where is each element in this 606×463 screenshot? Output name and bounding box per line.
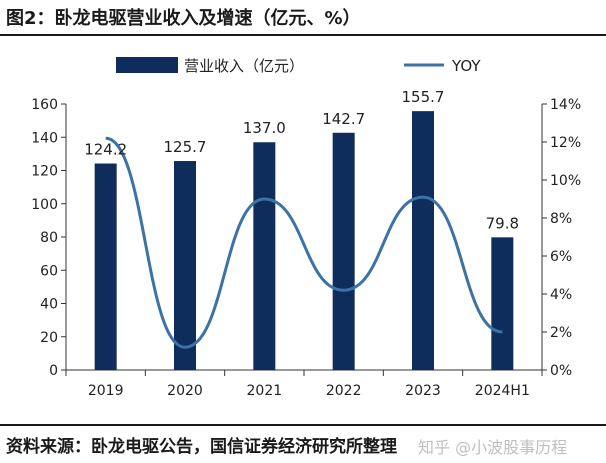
watermark: 知乎 @小波股事历程 bbox=[418, 438, 568, 457]
x-tick-label: 2023 bbox=[405, 383, 441, 399]
bar bbox=[253, 142, 276, 370]
bar-value-label: 155.7 bbox=[402, 88, 445, 106]
legend-bar-label: 营业收入（亿元） bbox=[184, 57, 304, 75]
legend-line-label: YOY bbox=[451, 57, 481, 75]
bar bbox=[94, 163, 117, 370]
left-tick-label: 40 bbox=[40, 297, 58, 313]
yoy-line-group bbox=[105, 136, 503, 349]
left-tick-label: 100 bbox=[31, 197, 58, 213]
x-tick-label: 2019 bbox=[88, 383, 124, 399]
x-tick-label: 2020 bbox=[167, 383, 203, 399]
left-tick-label: 80 bbox=[40, 230, 58, 246]
bar-value-label: 142.7 bbox=[322, 110, 365, 128]
top-rule bbox=[0, 34, 606, 36]
x-tick-label: 2024H1 bbox=[475, 383, 530, 399]
left-tick-label: 60 bbox=[40, 263, 58, 279]
legend: 营业收入（亿元） YOY bbox=[116, 57, 481, 75]
left-tick-label: 160 bbox=[31, 97, 58, 113]
right-tick-label: 0% bbox=[550, 363, 572, 379]
figure-title: 图2：卧龙电驱营业收入及增速（亿元、%） bbox=[6, 8, 361, 29]
x-tick-label: 2021 bbox=[247, 383, 283, 399]
left-tick-label: 120 bbox=[31, 164, 58, 180]
left-tick-label: 0 bbox=[49, 363, 58, 379]
bar-value-label: 125.7 bbox=[164, 138, 207, 156]
right-tick-label: 8% bbox=[550, 211, 572, 227]
right-tick-label: 6% bbox=[550, 249, 572, 265]
bar-value-label: 124.2 bbox=[84, 141, 127, 159]
bar-value-labels: 124.2 125.7 137.0 142.7 155.7 79.8 bbox=[84, 88, 519, 232]
left-tick-label: 140 bbox=[31, 130, 58, 146]
right-tick-label: 10% bbox=[550, 173, 581, 189]
bars bbox=[94, 111, 514, 371]
bar bbox=[332, 132, 355, 370]
bar-value-label: 79.8 bbox=[486, 214, 519, 232]
x-tick-label: 2022 bbox=[326, 383, 362, 399]
left-tick-label: 20 bbox=[40, 330, 58, 346]
yoy-line bbox=[105, 136, 503, 349]
axes: 0 20 40 60 80 100 120 140 160 0% 2% 4% 6% 8% 10% 12% 14%… bbox=[31, 97, 581, 399]
legend-bar-swatch bbox=[116, 57, 178, 73]
bar bbox=[491, 237, 514, 370]
bar bbox=[174, 161, 196, 370]
right-tick-label: 12% bbox=[550, 135, 581, 151]
right-tick-label: 4% bbox=[550, 287, 572, 303]
right-tick-label: 14% bbox=[550, 97, 581, 113]
bottom-rule bbox=[0, 424, 606, 426]
bar-value-label: 137.0 bbox=[243, 119, 286, 137]
bar bbox=[412, 111, 434, 371]
source-note: 资料来源：卧龙电驱公告，国信证券经济研究所整理 bbox=[6, 437, 397, 457]
right-tick-label: 2% bbox=[550, 325, 572, 341]
